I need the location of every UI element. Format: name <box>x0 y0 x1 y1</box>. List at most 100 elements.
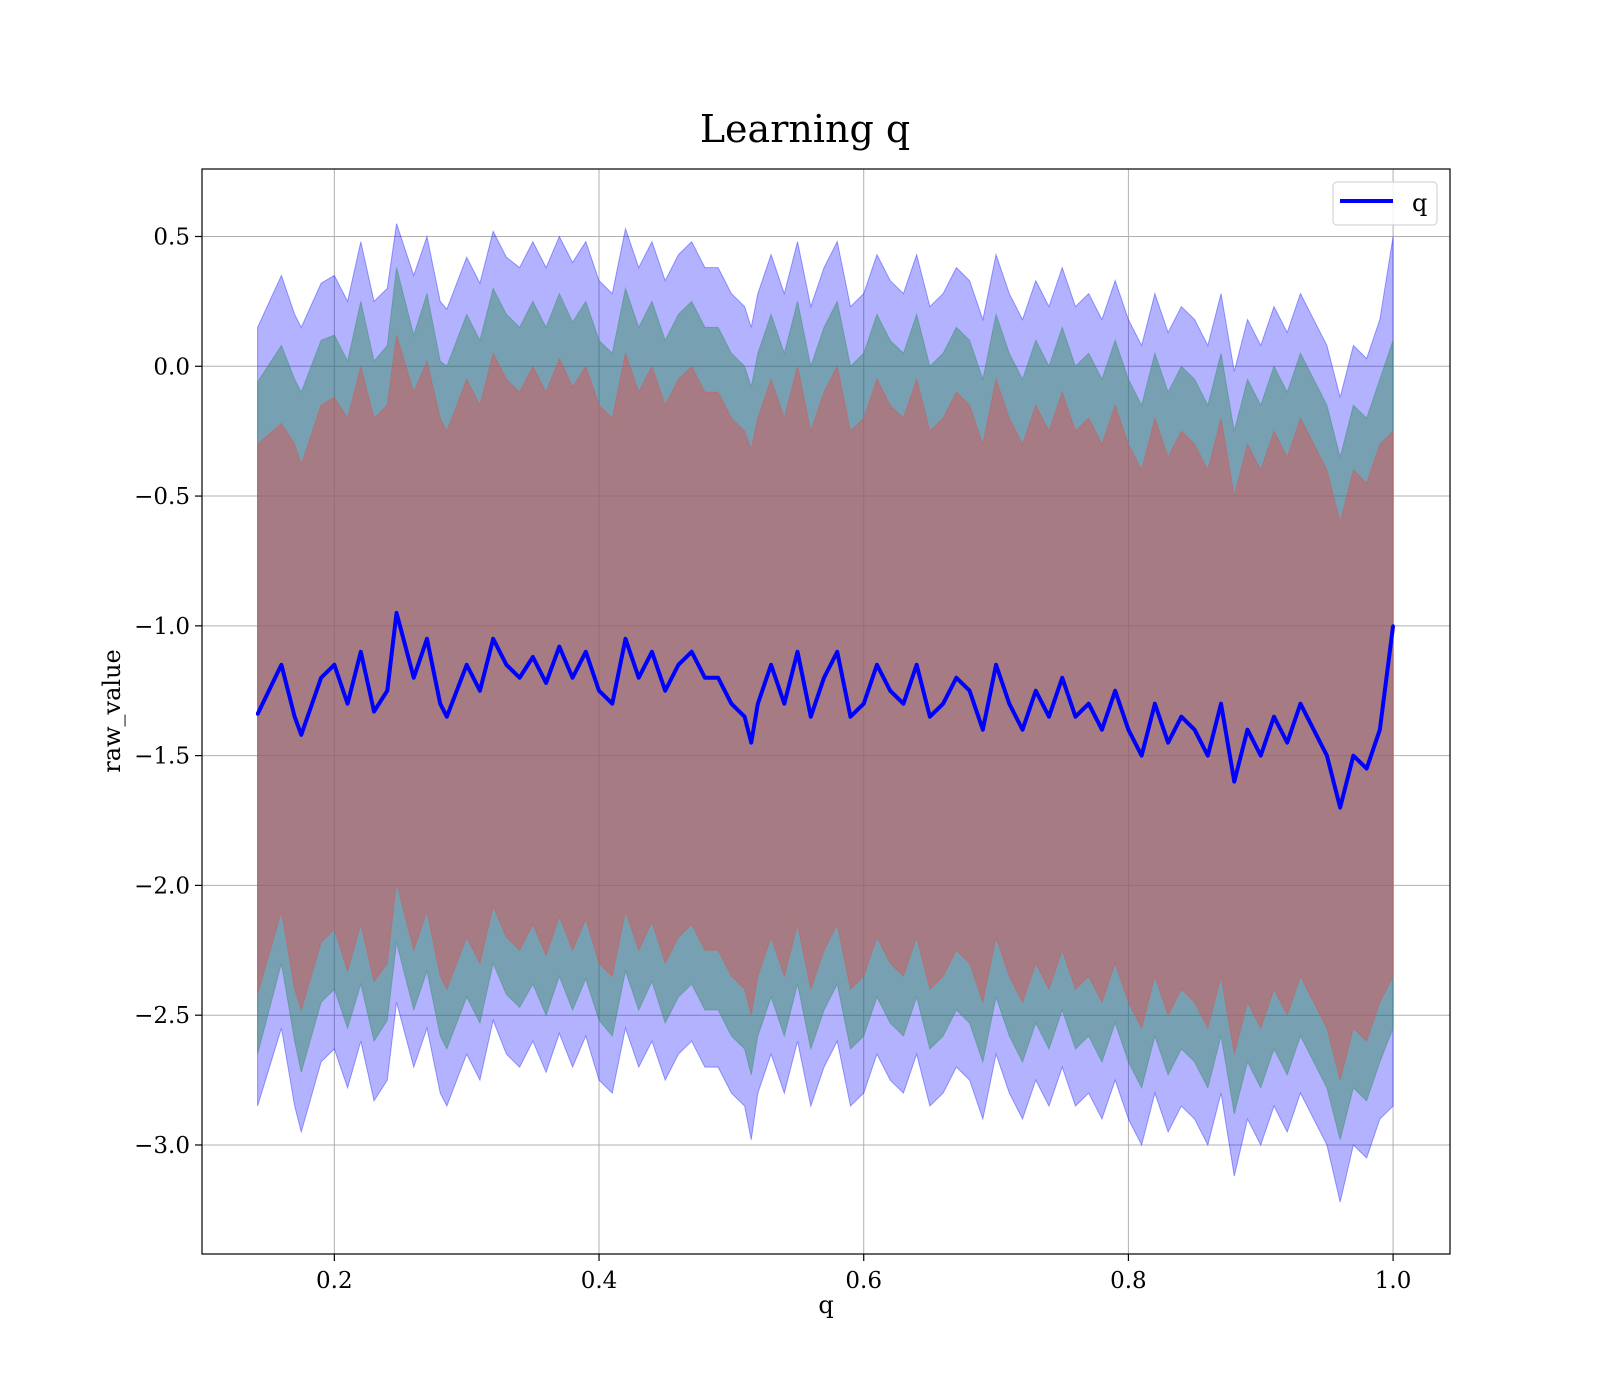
data-point <box>915 663 919 667</box>
data-point <box>610 702 614 706</box>
data-point <box>1245 728 1250 732</box>
data-point <box>1298 702 1303 706</box>
data-point <box>425 637 429 641</box>
data-point <box>372 709 376 714</box>
data-point <box>1378 728 1382 732</box>
data-point <box>531 655 535 659</box>
legend-box <box>1332 181 1438 226</box>
data-point <box>743 715 747 719</box>
data-point <box>255 712 260 716</box>
data-point <box>1007 702 1011 706</box>
data-point <box>1338 805 1342 810</box>
data-point <box>1073 715 1078 719</box>
data-point <box>478 689 482 693</box>
data-point <box>570 676 575 680</box>
data-point <box>928 715 932 719</box>
x-tick-label: 0.8 <box>1110 1268 1147 1294</box>
data-point <box>769 663 773 667</box>
data-point <box>623 637 628 641</box>
data-point <box>1272 715 1276 719</box>
data-point <box>597 689 601 693</box>
x-axis-ticks: 0.2 0.4 0.6 0.8 1.0 <box>316 1254 1411 1294</box>
data-point <box>1153 702 1157 706</box>
data-point <box>835 650 839 654</box>
confidence-bands <box>257 223 1394 1203</box>
data-point <box>1020 728 1025 732</box>
data-point <box>1325 754 1329 758</box>
data-point <box>465 663 469 667</box>
y-tick-label: −3.0 <box>134 1133 190 1159</box>
data-point <box>756 702 760 706</box>
data-point <box>822 676 826 680</box>
y-tick-label: −1.0 <box>134 614 190 640</box>
data-point <box>345 702 350 706</box>
data-point <box>749 741 753 745</box>
data-point <box>557 645 561 649</box>
data-point <box>1192 728 1197 732</box>
plot-frame <box>201 168 1451 1255</box>
x-tick-label: 1.0 <box>1375 1268 1412 1294</box>
data-point <box>1060 676 1064 680</box>
data-point <box>332 663 336 667</box>
data-point <box>650 650 654 654</box>
data-point <box>1259 754 1263 758</box>
data-point <box>1219 702 1223 706</box>
data-point <box>394 611 399 615</box>
data-point <box>1100 728 1104 732</box>
data-point <box>1179 715 1183 719</box>
x-axis-label: q <box>818 1291 833 1319</box>
data-point <box>584 650 588 654</box>
data-point <box>1285 741 1289 745</box>
data-point <box>782 702 786 706</box>
data-point <box>438 702 442 706</box>
data-point <box>279 663 284 667</box>
data-point <box>1047 715 1051 719</box>
data-point <box>637 676 641 680</box>
legend-entry-q: q <box>1412 189 1427 217</box>
data-point <box>809 715 813 719</box>
data-point <box>994 663 998 667</box>
data-point <box>703 676 707 680</box>
data-point <box>875 663 879 667</box>
x-tick-label: 0.6 <box>845 1268 882 1294</box>
data-point <box>445 715 449 719</box>
data-point <box>1140 754 1144 758</box>
data-point <box>1206 754 1210 758</box>
data-point <box>518 676 522 680</box>
data-point <box>1351 754 1355 758</box>
data-point <box>1312 728 1316 732</box>
data-point <box>888 689 892 693</box>
data-point <box>1391 624 1395 628</box>
data-point <box>1034 689 1038 693</box>
x-tick-label: 0.2 <box>316 1268 353 1294</box>
data-point <box>729 702 733 706</box>
data-point <box>848 715 853 719</box>
data-point <box>504 663 508 667</box>
data-point <box>690 650 694 654</box>
data-point <box>981 728 985 732</box>
data-point <box>293 715 297 719</box>
data-point <box>1113 689 1117 693</box>
legend: q <box>1332 181 1438 226</box>
data-point <box>299 733 303 737</box>
data-point <box>1365 767 1369 771</box>
x-tick-label: 0.4 <box>581 1268 618 1294</box>
data-point <box>663 689 667 693</box>
y-axis-label: raw_value <box>98 649 126 773</box>
data-point <box>359 650 363 654</box>
y-axis-ticks: 0.5 0.0 −0.5 −1.0 −1.5 −2.0 −2.5 −3.0 <box>134 224 202 1159</box>
series-line-layer <box>255 610 1396 810</box>
data-point <box>941 702 945 706</box>
data-point <box>862 702 866 706</box>
band-inner <box>257 334 1394 1081</box>
data-point <box>1166 741 1170 745</box>
y-tick-label: −2.0 <box>134 873 190 899</box>
data-point <box>1126 728 1131 732</box>
data-point <box>676 663 681 667</box>
data-point <box>491 637 495 641</box>
chart-title: Learning q <box>700 107 910 151</box>
data-point <box>544 681 548 685</box>
data-point <box>385 689 389 693</box>
y-tick-label: −0.5 <box>134 484 190 510</box>
data-point <box>716 676 720 680</box>
